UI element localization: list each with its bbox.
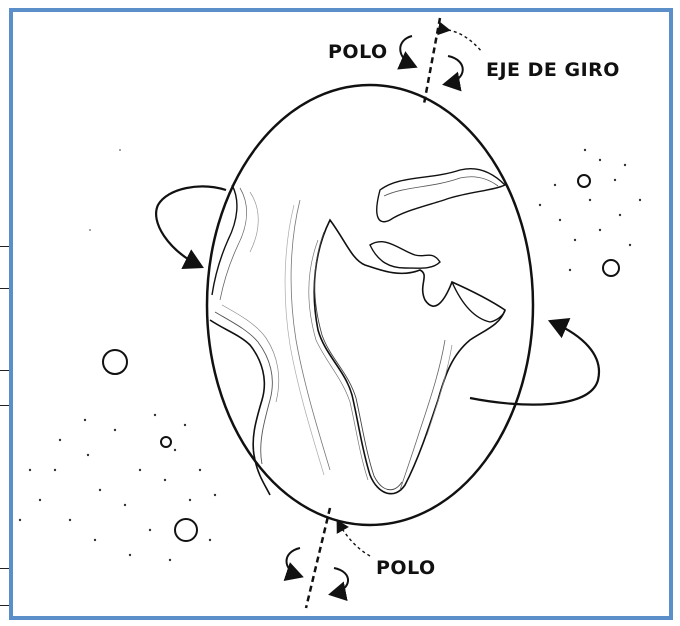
pole-top-label: POLO xyxy=(328,41,388,63)
rotation-arrows xyxy=(155,185,601,406)
north-america-coast xyxy=(211,184,238,296)
africa-continent xyxy=(313,218,506,495)
axis-label: EJE DE GIRO xyxy=(486,59,620,81)
mediterranean-coast xyxy=(369,240,441,269)
europe-coastline xyxy=(376,168,507,223)
pole-bottom-label: POLO xyxy=(376,557,436,579)
south-america-continent xyxy=(209,319,271,496)
pole-spin-arrows xyxy=(283,35,464,602)
left-margin-rules xyxy=(0,0,9,626)
arabia-peninsula xyxy=(451,281,506,323)
space-dots xyxy=(18,148,642,562)
earth-globe xyxy=(205,83,535,527)
right-rotation-arrow xyxy=(469,318,601,406)
rotation-axis xyxy=(304,17,483,609)
mid-atlantic-ridge xyxy=(290,199,331,471)
moon-circles xyxy=(102,174,620,542)
left-rotation-arrow xyxy=(155,185,227,269)
